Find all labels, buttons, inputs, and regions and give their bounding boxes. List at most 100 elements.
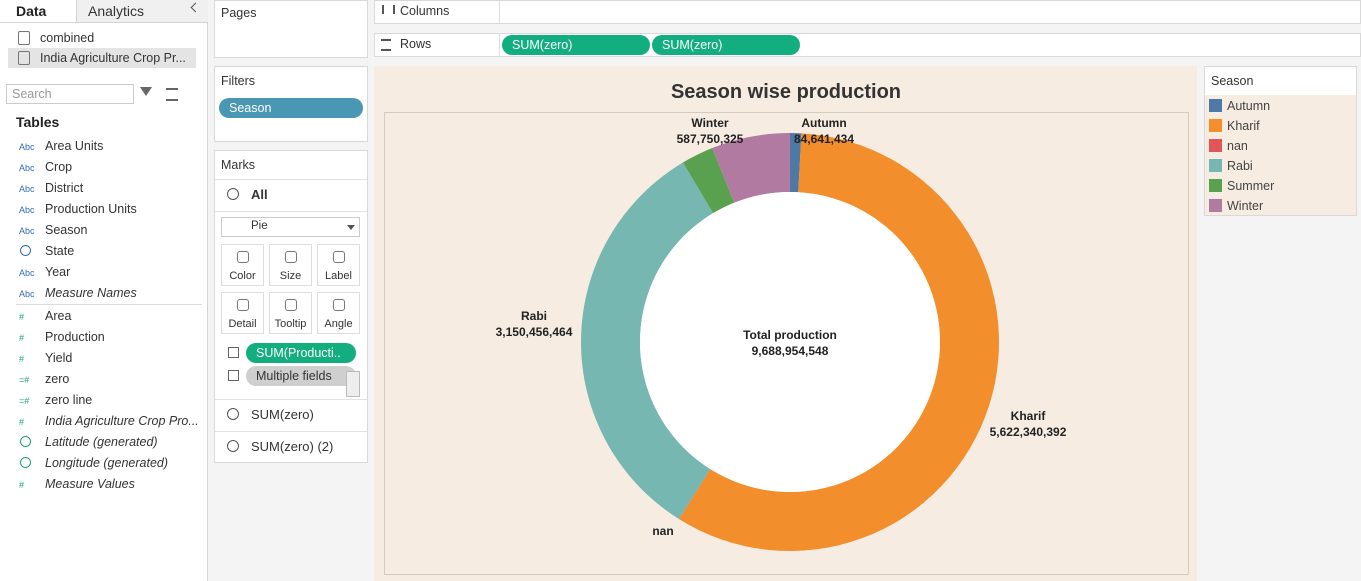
field-icon: # [19, 480, 25, 490]
field[interactable]: India Agriculture Crop Pro... [45, 414, 199, 428]
slice-name: Kharif [1011, 409, 1047, 423]
field-divider [16, 304, 202, 305]
field[interactable]: Yield [45, 351, 73, 365]
field[interactable]: Season [45, 223, 88, 237]
field[interactable]: Measure Names [45, 286, 137, 300]
data-source[interactable]: combined [40, 31, 95, 45]
tab-strip-line [0, 22, 207, 23]
mark-button-label[interactable]: Label [325, 270, 352, 282]
slice-value: 84,641,434 [794, 132, 854, 146]
chart-panel [374, 66, 1197, 581]
field[interactable]: Longitude (generated) [45, 456, 169, 470]
field[interactable]: Area [45, 309, 72, 323]
mark-button-label[interactable]: Tooltip [274, 318, 307, 330]
field[interactable]: Crop [45, 160, 73, 174]
donut-slice [678, 469, 711, 520]
data-source[interactable]: India Agriculture Crop Pr... [40, 51, 186, 65]
marks-pill-label[interactable]: Multiple fields [256, 369, 332, 383]
pie-icon [227, 408, 239, 420]
search-placeholder: Search [12, 87, 52, 101]
pages-card [214, 0, 368, 58]
filter-pill[interactable]: Season [219, 98, 363, 118]
marks-layer[interactable]: SUM(zero) (2) [251, 439, 334, 454]
columns-icon [382, 5, 395, 14]
field[interactable]: zero line [45, 393, 93, 407]
mark-button[interactable] [221, 244, 264, 286]
legend-swatch [1209, 119, 1222, 132]
field[interactable]: District [45, 181, 84, 195]
filter-icon[interactable] [140, 87, 152, 96]
marks-pill[interactable]: SUM(Producti.. [246, 343, 356, 363]
view-icon[interactable] [166, 88, 178, 101]
analytics-tab[interactable] [76, 0, 208, 22]
marks-pill-label[interactable]: SUM(Producti.. [256, 346, 341, 360]
field[interactable]: State [45, 244, 75, 258]
slice-name: nan [652, 524, 673, 538]
mark-button-icon [285, 299, 297, 311]
pie-icon [227, 440, 239, 452]
marks-sep [215, 179, 367, 180]
mark-button-label[interactable]: Angle [324, 318, 353, 330]
field-icon: # [19, 417, 25, 427]
donut-slice [682, 147, 735, 214]
donut-slice [581, 162, 714, 520]
filter-pill-label[interactable]: Season [229, 101, 272, 115]
field[interactable]: Production Units [45, 202, 137, 216]
field-icon: Abc [19, 268, 35, 278]
field[interactable]: Year [45, 265, 71, 279]
donut-slice [712, 133, 790, 203]
legend-card [1204, 66, 1357, 216]
field-icon: Abc [19, 205, 35, 215]
center-label: Total production [743, 328, 837, 342]
mark-type[interactable]: Pie [251, 220, 268, 232]
marks-layer[interactable]: SUM(zero) [251, 407, 314, 422]
mark-button-icon [333, 251, 345, 263]
pill-type-icon [228, 370, 239, 381]
field[interactable]: Production [45, 330, 105, 344]
rows-label: Rows [400, 37, 432, 51]
marks-sep [215, 399, 367, 400]
rows-pill-label[interactable]: SUM(zero) [512, 38, 573, 52]
field-icon: Abc [19, 289, 35, 299]
rows-icon [381, 39, 391, 51]
field-icon: Abc [19, 226, 35, 236]
field-icon: # [19, 333, 25, 343]
rows-pill[interactable]: SUM(zero) [502, 35, 650, 55]
field[interactable]: Latitude (generated) [45, 435, 158, 449]
mark-button[interactable] [317, 244, 360, 286]
mark-button-label[interactable]: Size [279, 270, 302, 282]
legend-label: Summer [1227, 179, 1274, 193]
shelf-bg [208, 0, 1361, 581]
dropdown-arrow [347, 225, 355, 230]
globe-icon [20, 245, 31, 256]
field-icon: Abc [19, 163, 35, 173]
mark-button-icon [237, 251, 249, 263]
marks-pill[interactable]: Multiple fields [246, 366, 356, 386]
field[interactable]: Measure Values [45, 477, 135, 491]
rows-pill-label[interactable]: SUM(zero) [662, 38, 723, 52]
globe-icon [20, 457, 31, 468]
donut-slice [679, 133, 1000, 551]
marks-all[interactable]: All [251, 187, 268, 202]
plot-frame [384, 112, 1189, 575]
mark-type-dropdown[interactable] [221, 217, 360, 237]
mark-button-label[interactable]: Color [229, 270, 256, 282]
legend-swatch [1209, 199, 1222, 212]
slice-value: 3,150,456,464 [496, 325, 573, 339]
analytics-tab-label[interactable]: Analytics [88, 3, 145, 19]
field[interactable]: zero [45, 372, 70, 386]
data-tab[interactable]: Data [16, 3, 47, 19]
columns-label: Columns [400, 4, 450, 18]
rows-pill[interactable]: SUM(zero) [652, 35, 800, 55]
source-icon [18, 31, 30, 45]
legend-swatch [1209, 159, 1222, 172]
mark-button-label[interactable]: Detail [228, 318, 257, 330]
field-icon: =# [19, 396, 30, 406]
legend-title: Season [1211, 74, 1253, 88]
search-box[interactable] [6, 84, 134, 104]
columns-shelf [374, 0, 1361, 24]
field[interactable]: Area Units [45, 139, 104, 153]
legend-swatch [1209, 139, 1222, 152]
scrollbar[interactable] [346, 371, 360, 397]
